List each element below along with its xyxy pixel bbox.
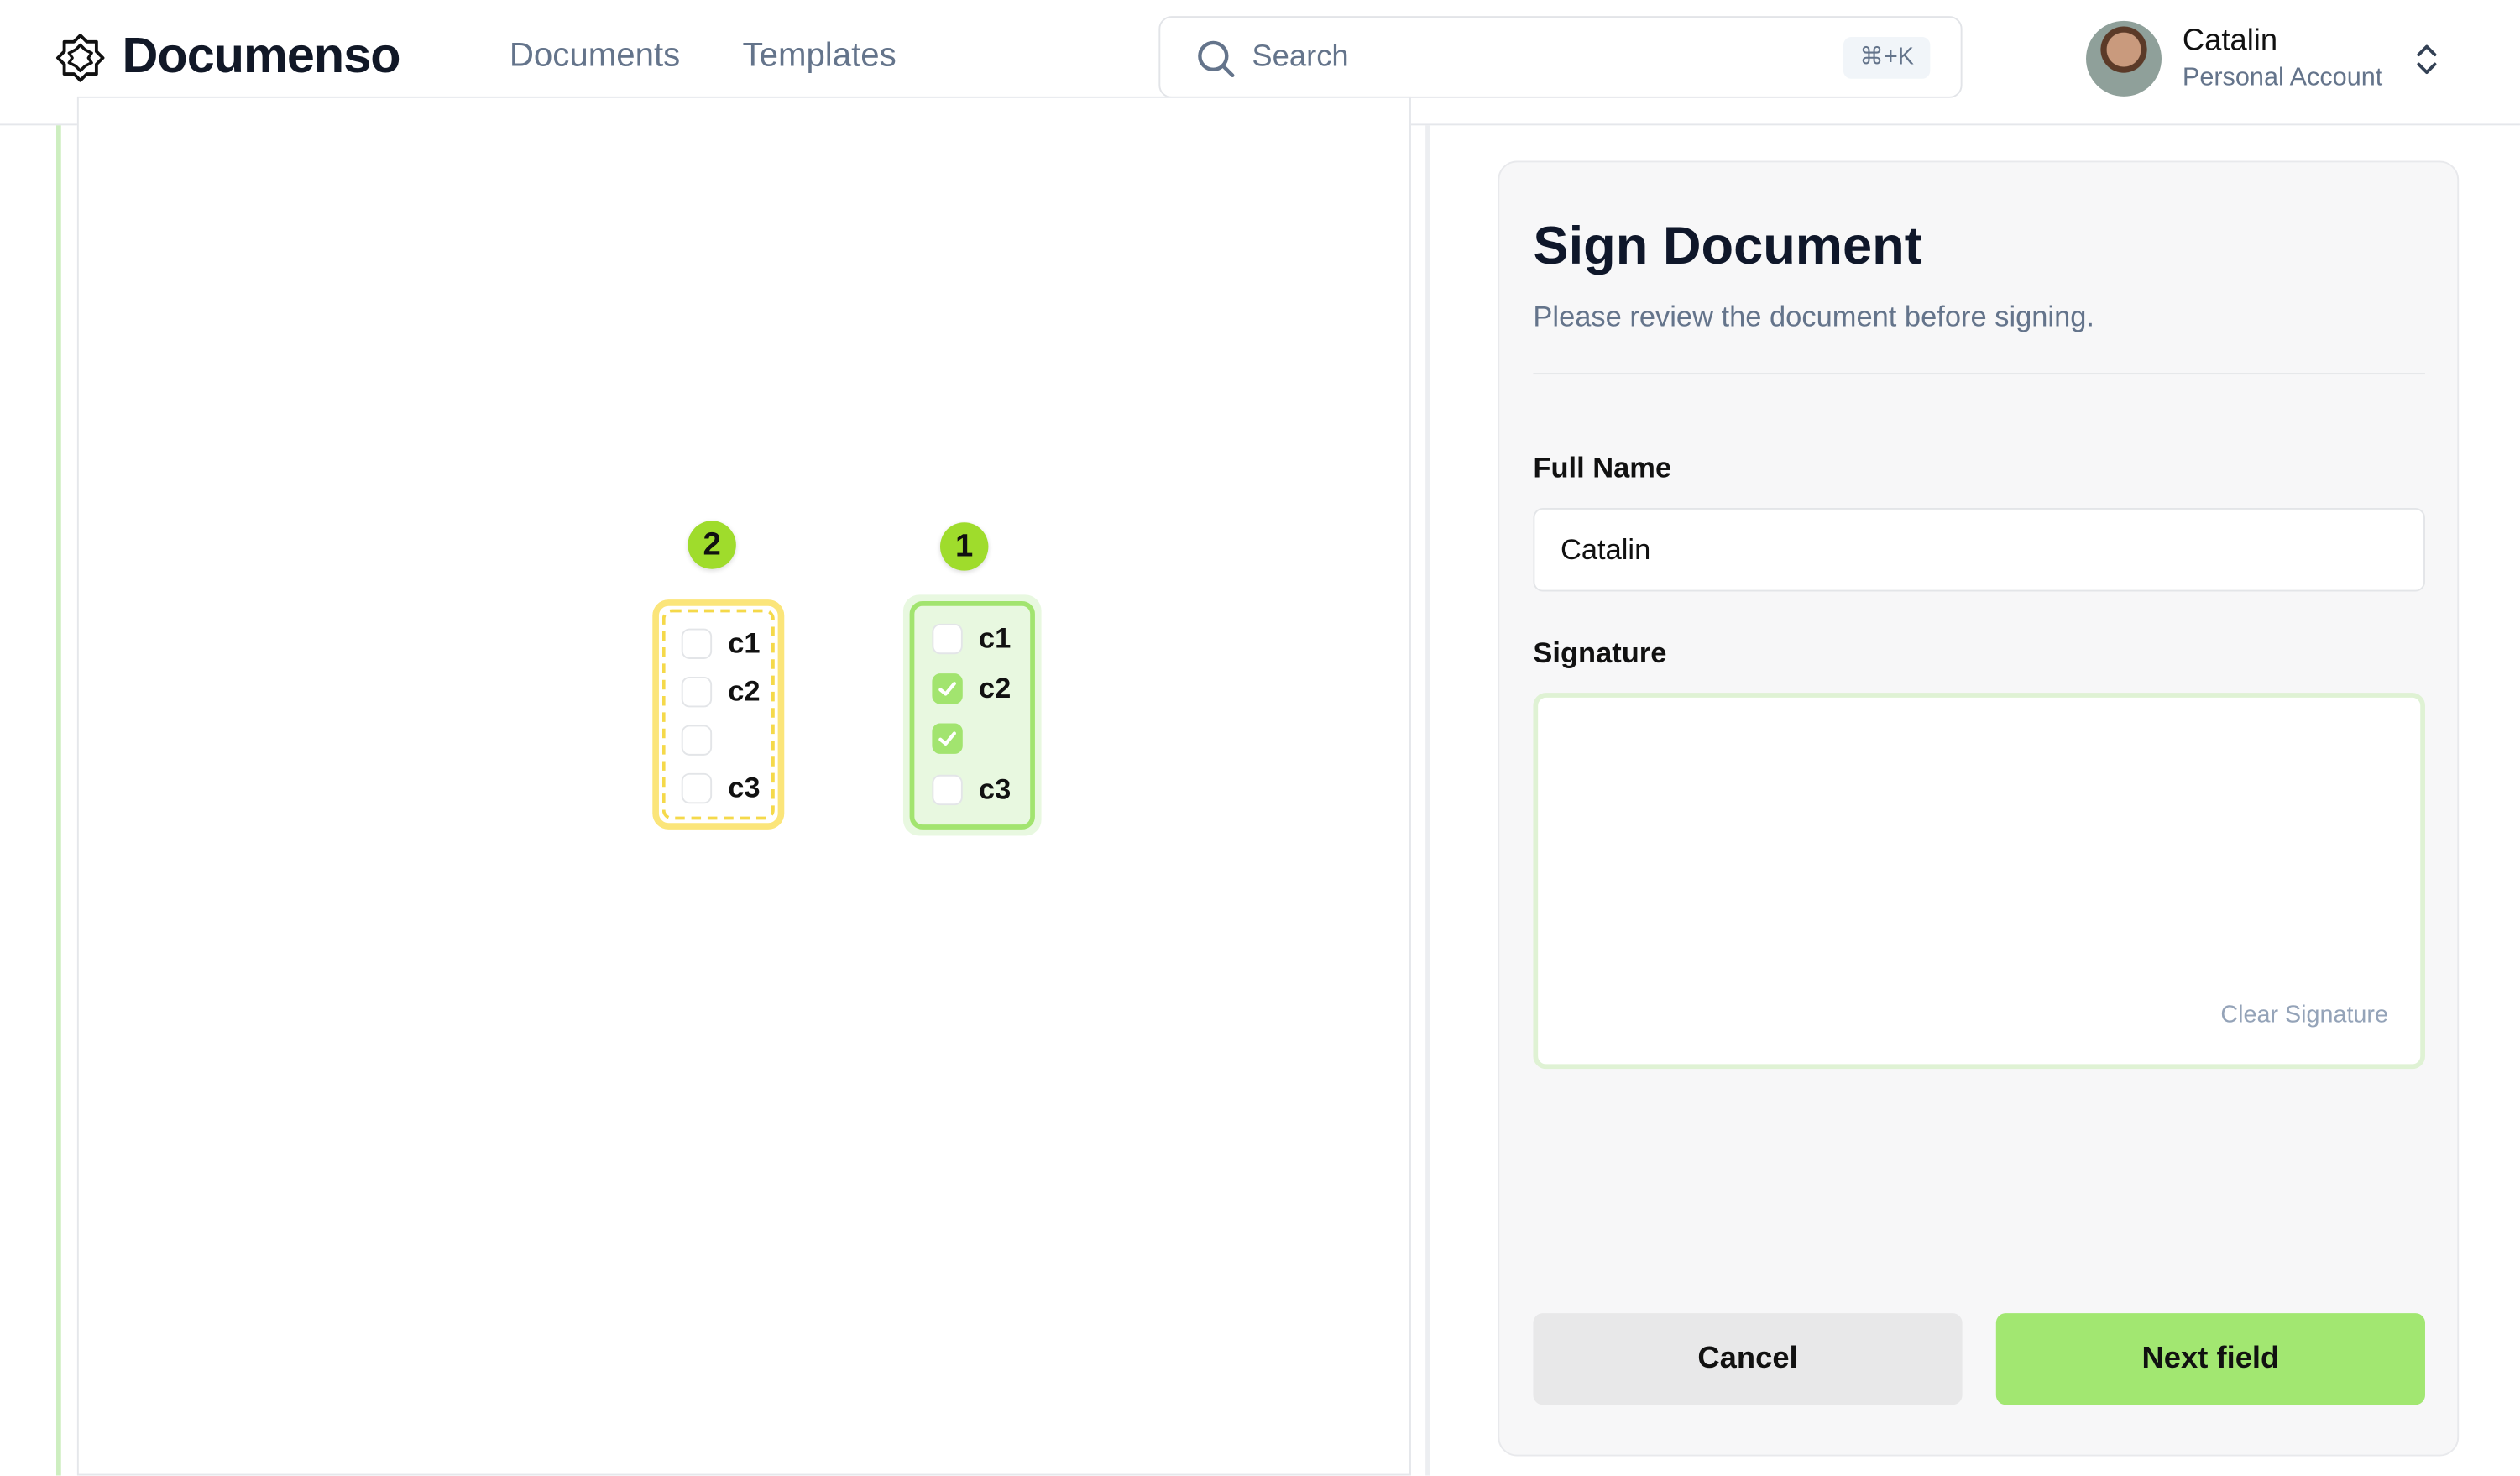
checkbox[interactable]	[681, 627, 713, 658]
search-bar[interactable]: Search ⌘+K	[1158, 16, 1963, 98]
checkbox[interactable]	[932, 773, 963, 805]
checkbox-field-pending[interactable]: c1 c2 c3	[652, 599, 785, 830]
option-label: c3	[978, 772, 1012, 805]
chevron-up-down-icon[interactable]	[2414, 42, 2440, 77]
account-type[interactable]: Personal Account	[2182, 64, 2383, 92]
panel-subtitle: Please review the document before signin…	[1533, 301, 2095, 333]
document-edge-left	[56, 125, 61, 1476]
full-name-label: Full Name	[1533, 451, 1672, 484]
checkbox-option[interactable]: c2	[932, 670, 1011, 705]
nav-templates[interactable]: Templates	[742, 37, 897, 75]
signature-label: Signature	[1533, 636, 1667, 669]
divider	[1533, 373, 2425, 375]
full-name-input[interactable]: Catalin	[1533, 507, 2425, 592]
search-shortcut-badge: ⌘+K	[1843, 37, 1931, 79]
checkbox[interactable]	[681, 772, 713, 803]
checkbox-field-completed[interactable]: c1 c2 c3	[902, 594, 1042, 836]
field-dashed-border	[661, 609, 775, 820]
user-name[interactable]: Catalin	[2182, 24, 2278, 58]
checkbox-checked[interactable]	[932, 722, 963, 753]
checkbox-option[interactable]	[681, 722, 729, 757]
checkbox[interactable]	[681, 676, 713, 707]
next-field-button[interactable]: Next field	[1995, 1313, 2425, 1405]
clear-signature-button[interactable]: Clear Signature	[2220, 1001, 2388, 1029]
document-edge-right	[1425, 125, 1430, 1476]
signature-pad[interactable]: Clear Signature	[1533, 693, 2425, 1070]
field-border	[909, 601, 1035, 830]
nav-documents[interactable]: Documents	[509, 37, 681, 75]
check-icon	[938, 730, 956, 746]
search-placeholder: Search	[1252, 39, 1349, 75]
check-icon	[938, 681, 956, 695]
checkbox[interactable]	[932, 622, 963, 654]
brand-name[interactable]: Documenso	[122, 27, 401, 84]
checkbox-checked[interactable]	[932, 673, 963, 704]
option-label: c1	[728, 625, 761, 658]
field-badge-2: 2	[688, 521, 736, 569]
checkbox-option[interactable]: c3	[932, 772, 1011, 807]
sign-panel: Sign Document Please review the document…	[1498, 160, 2460, 1457]
checkbox-option[interactable]	[932, 720, 979, 756]
field-badge-1: 1	[939, 522, 989, 571]
documenso-logo-icon	[56, 34, 105, 82]
option-label: c2	[728, 674, 761, 707]
option-label: c1	[978, 620, 1012, 654]
option-label: c3	[728, 771, 761, 803]
cancel-button[interactable]: Cancel	[1533, 1313, 1963, 1405]
checkbox[interactable]	[681, 724, 713, 755]
checkbox-option[interactable]: c1	[932, 620, 1011, 656]
checkbox-option[interactable]: c3	[681, 770, 761, 805]
search-icon	[1198, 40, 1235, 78]
checkbox-option[interactable]: c2	[681, 673, 761, 709]
page-title: Sign Document	[1533, 215, 1922, 275]
checkbox-option[interactable]: c1	[681, 625, 761, 661]
option-label: c2	[978, 671, 1012, 704]
avatar[interactable]	[2086, 20, 2162, 97]
